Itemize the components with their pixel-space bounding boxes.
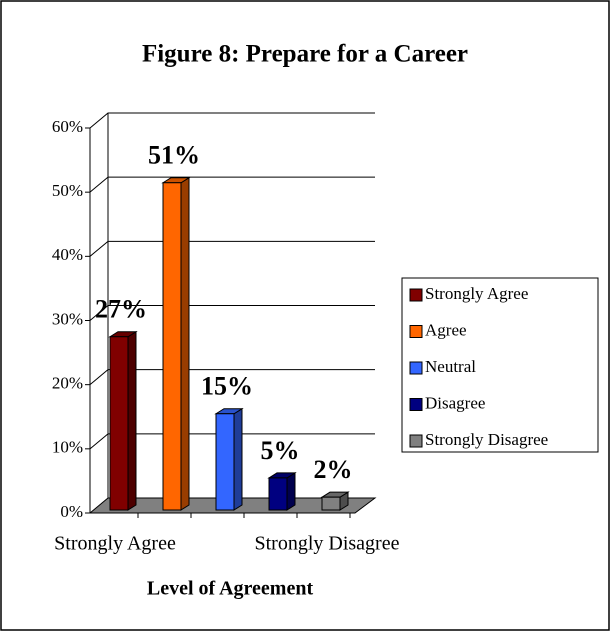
value-label: 51% — [148, 141, 200, 170]
y-tick-label: 50% — [52, 181, 83, 200]
x-tick-label: Strongly Agree — [54, 533, 176, 555]
bar-side — [286, 472, 296, 511]
y-tick-label: 30% — [52, 309, 83, 328]
bar — [268, 477, 288, 511]
legend-label: Neutral — [425, 357, 476, 376]
chart-title: Figure 8: Prepare for a Career — [142, 41, 468, 68]
value-label: 15% — [201, 372, 253, 401]
legend-label: Strongly Agree — [425, 284, 528, 303]
legend-swatch — [409, 434, 423, 448]
x-tick-label: Strongly Disagree — [255, 533, 400, 555]
bar — [321, 496, 341, 511]
y-tick-label: 60% — [52, 117, 83, 136]
legend-swatch — [409, 325, 423, 338]
legend-swatch — [409, 288, 423, 302]
bar — [215, 413, 235, 511]
x-axis-title: Level of Agreement — [147, 578, 314, 600]
legend-swatch — [409, 361, 423, 375]
bar — [109, 336, 129, 511]
y-tick-label: 0% — [60, 502, 83, 521]
legend — [401, 277, 599, 453]
legend-label: Strongly Disagree — [425, 430, 548, 449]
bar-side — [180, 176, 190, 511]
bar-side — [127, 330, 137, 511]
value-label: 2% — [314, 455, 353, 484]
value-label: 5% — [261, 436, 300, 465]
bar-side — [233, 407, 243, 511]
y-tick-label: 40% — [52, 245, 83, 264]
y-tick-label: 10% — [52, 438, 83, 457]
bar — [162, 182, 182, 511]
y-tick-label: 20% — [52, 374, 83, 393]
legend-label: Disagree — [425, 393, 485, 412]
value-label: 27% — [95, 295, 147, 324]
legend-swatch — [409, 398, 423, 411]
legend-label: Agree — [425, 320, 467, 339]
